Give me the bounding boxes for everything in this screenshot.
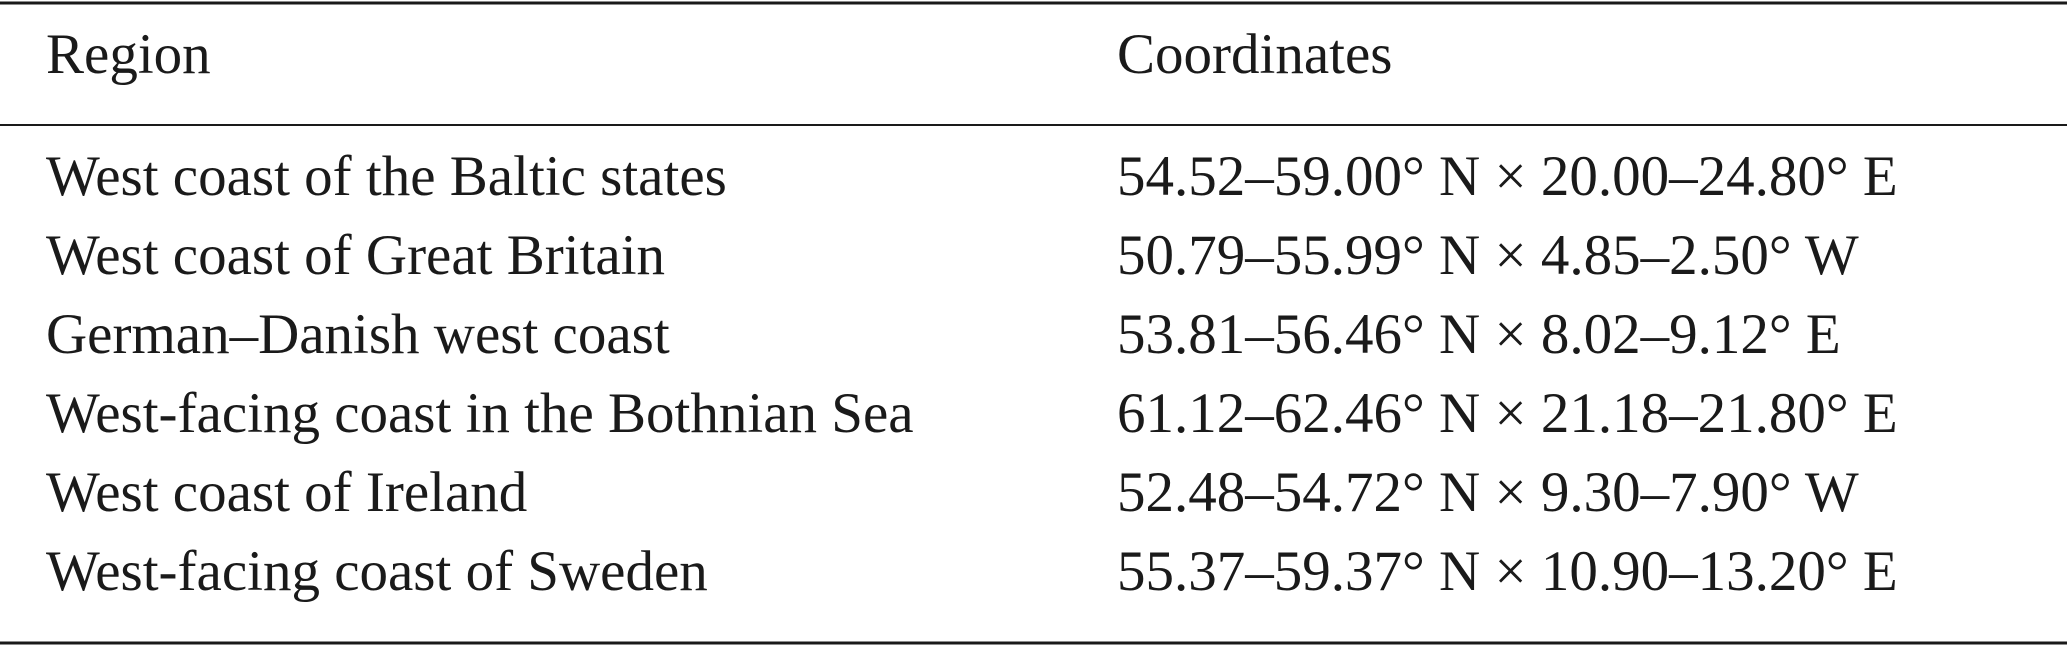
cell: German–Danish west coast bbox=[46, 303, 670, 366]
cell: 53.81–56.46° N × 8.02–9.12° E bbox=[1117, 303, 1841, 366]
cell: 54.52–59.00° N × 20.00–24.80° E bbox=[1117, 145, 1898, 208]
cell: 55.37–59.37° N × 10.90–13.20° E bbox=[1117, 540, 1898, 603]
cell: 50.79–55.99° N × 4.85–2.50° W bbox=[1117, 224, 1859, 287]
header-cell: Region bbox=[46, 23, 211, 86]
cell: West-facing coast of Sweden bbox=[46, 540, 708, 603]
header-cell: Coordinates bbox=[1117, 23, 1392, 86]
cell: West-facing coast in the Bothnian Sea bbox=[46, 382, 914, 445]
cell: 52.48–54.72° N × 9.30–7.90° W bbox=[1117, 461, 1859, 524]
cell: West coast of Ireland bbox=[46, 461, 527, 524]
cell: 61.12–62.46° N × 21.18–21.80° E bbox=[1117, 382, 1898, 445]
cell: West coast of Great Britain bbox=[46, 224, 665, 287]
cell: West coast of the Baltic states bbox=[46, 145, 727, 208]
